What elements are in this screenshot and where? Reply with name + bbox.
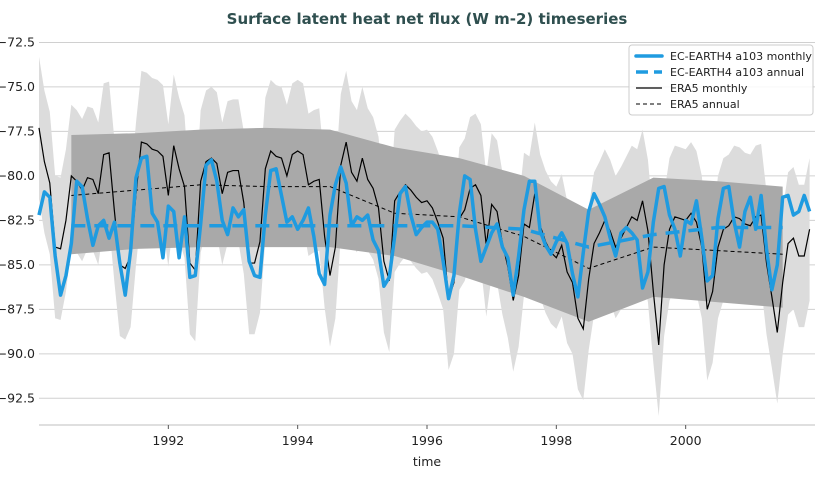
x-axis-label: time (413, 454, 442, 469)
ec-earth-annual-line (71, 223, 783, 249)
x-tick-label: 2000 (670, 433, 702, 448)
x-tick-label: 1996 (411, 433, 443, 448)
era5-annual-line (71, 184, 783, 269)
era5-monthly-line (38, 127, 811, 345)
legend-label: ERA5 monthly (670, 82, 748, 95)
series-lines (37, 127, 812, 345)
y-tick-label: −80.0 (0, 168, 35, 183)
x-tick-label: 1998 (540, 433, 572, 448)
axes: −72.5 −75.0 −77.5 −80.0 −82.5 −85.0 −87.5 −90.0… (0, 34, 815, 448)
y-tick-label: −92.5 (0, 390, 35, 405)
y-tick-label: −87.5 (0, 301, 35, 316)
x-tick-label: 1994 (282, 433, 314, 448)
chart-title: Surface latent heat net flux (W m-2) tim… (227, 10, 628, 28)
legend-label: EC-EARTH4 a103 monthly (670, 50, 812, 63)
y-tick-label: −90.0 (0, 346, 35, 361)
legend: EC-EARTH4 a103 monthly EC-EARTH4 a103 an… (628, 44, 814, 116)
y-tick-label: −82.5 (0, 212, 35, 227)
legend-label: ERA5 annual (670, 98, 740, 111)
y-tick-label: −77.5 (0, 123, 35, 138)
y-tick-label: −75.0 (0, 79, 35, 94)
y-tick-label: −85.0 (0, 257, 35, 272)
x-tick-label: 1992 (152, 433, 184, 448)
legend-frame (628, 44, 814, 116)
legend-label: EC-EARTH4 a103 annual (670, 66, 804, 79)
y-tick-label: −72.5 (0, 34, 35, 49)
